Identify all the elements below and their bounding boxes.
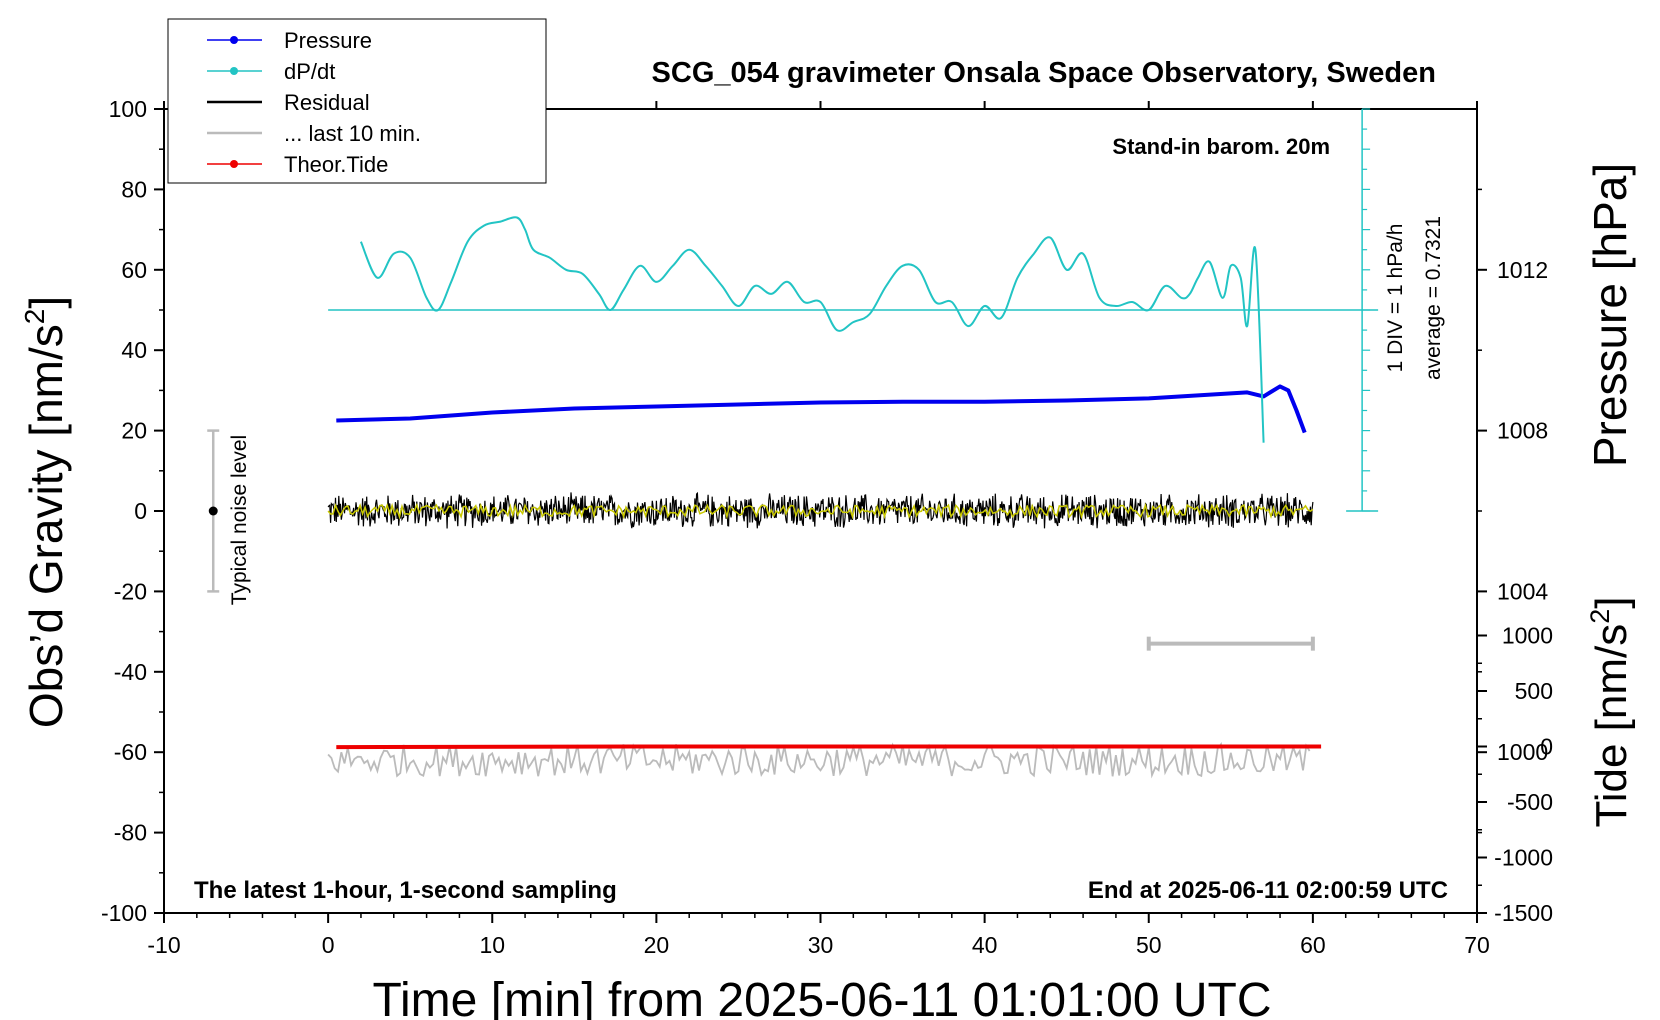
y-tick-label: 60: [121, 257, 147, 283]
x-tick-label: 30: [808, 932, 834, 958]
x-axis-title: Time [min] from 2025-06-11 01:01:00 UTC: [372, 974, 1271, 1020]
y-axis-left-title: Obs’d Gravity [nm/s2]: [19, 296, 72, 728]
div-note: 1 DIV = 1 hPa/h: [1384, 224, 1407, 373]
y-axis-tide-title: Tide [nm/s2]: [1585, 596, 1636, 827]
x-axis: -10 0 10 20 30 40 50 60 70: [147, 101, 1490, 958]
y-axis-pressure-title: Pressure [hPa]: [1584, 163, 1636, 467]
pressure-tick-label: 1012: [1497, 257, 1548, 283]
y-axis-pressure: 1000 1004 1008 1012: [1477, 188, 1548, 834]
legend-marker: [230, 160, 238, 168]
pressure-line: [336, 384, 1307, 434]
standin-note: Stand-in barom. 20m: [1112, 134, 1330, 159]
legend-label: Pressure: [284, 28, 372, 53]
y-tick-label: -60: [114, 739, 147, 765]
x-tick-label: 0: [322, 932, 335, 958]
x-tick-label: 50: [1136, 932, 1162, 958]
last-10-min-line: [327, 742, 1311, 779]
legend-label: dP/dt: [284, 59, 335, 84]
legend-marker: [230, 36, 238, 44]
residual-line: [327, 491, 1314, 529]
x-tick-label: 70: [1464, 932, 1490, 958]
latest-note: The latest 1-hour, 1-second sampling: [194, 877, 617, 904]
y-axis-tide-title-sup: 2: [1585, 609, 1615, 624]
y-tick-label: -100: [101, 900, 147, 926]
x-tick-label: -10: [147, 932, 180, 958]
dpdt-line: [359, 216, 1265, 443]
tide-tick-label: -1000: [1494, 845, 1553, 871]
x-tick-label: 40: [972, 932, 998, 958]
smoothed-residual-line: [327, 502, 1314, 520]
tide-tick-label: -1500: [1494, 900, 1553, 926]
tide-tick-label: 1000: [1502, 623, 1553, 649]
y-tick-label: 0: [134, 498, 147, 524]
noise-level-label: Typical noise level: [228, 435, 251, 605]
pressure-tick-label: 1004: [1497, 578, 1548, 604]
legend-label: Theor.Tide: [284, 152, 388, 177]
x-tick-label: 20: [644, 932, 670, 958]
y-tick-label: -80: [114, 820, 147, 846]
legend-label: ... last 10 min.: [284, 121, 421, 146]
x-tick-label: 10: [479, 932, 505, 958]
x-tick-label: 60: [1300, 932, 1326, 958]
theor-tide-line: [336, 744, 1322, 750]
tide-tick-label: 500: [1515, 678, 1553, 704]
end-note: End at 2025-06-11 02:00:59 UTC: [1088, 877, 1448, 904]
y-tick-label: 40: [121, 337, 147, 363]
series-layer: [207, 108, 1379, 779]
y-tick-label: -20: [114, 578, 147, 604]
legend-marker: [230, 67, 238, 75]
legend: Pressure dP/dt Residual ... last 10 min. The…: [167, 18, 547, 184]
y-axis-left-title-tail: ]: [20, 296, 72, 309]
tide-tick-label: -500: [1507, 789, 1553, 815]
y-tick-label: 100: [109, 96, 147, 122]
y-axis-left-title-sup: 2: [19, 309, 50, 325]
y-axis-tide: -1500 -1000 -500 0 500 1000: [1477, 623, 1553, 926]
y-axis-left-title-text: Obs’d Gravity [nm/s: [20, 324, 72, 728]
y-axis-left: -100 -80 -60 -40 -20 0 20 40 60 80 100: [101, 96, 164, 926]
y-axis-tide-title-tail: ]: [1587, 596, 1636, 608]
average-note: average = 0.7321: [1422, 216, 1445, 380]
noise-bar-center: [208, 506, 218, 516]
y-axis-tide-title-text: Tide [nm/s: [1587, 624, 1636, 828]
y-tick-label: 80: [121, 176, 147, 202]
y-tick-label: 20: [121, 418, 147, 444]
pressure-tick-label: 1008: [1497, 418, 1548, 444]
legend-label: Residual: [284, 90, 370, 115]
y-tick-label: -40: [114, 659, 147, 685]
pressure-tick-label: 1000: [1497, 739, 1548, 765]
chart-title: SCG_054 gravimeter Onsala Space Observat…: [652, 57, 1436, 89]
tide-tick-label: 0: [1540, 734, 1553, 760]
